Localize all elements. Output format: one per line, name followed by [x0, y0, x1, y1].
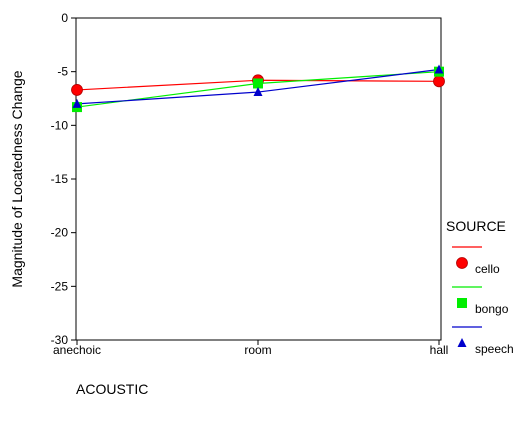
legend-label-bongo: bongo [475, 302, 509, 316]
y-tick-label: -15 [51, 172, 69, 186]
y-axis: 0 -5 -10 -15 -20 -25 -30 [51, 11, 76, 347]
y-tick-label: 0 [61, 11, 68, 25]
x-tick-label: hall [430, 343, 449, 357]
legend-title: SOURCE [446, 218, 506, 234]
y-tick-label: -10 [51, 118, 69, 132]
plot-frame [75, 17, 442, 341]
x-tick-label: room [244, 343, 271, 357]
plot-area [75, 17, 442, 341]
data-point-bongo [253, 78, 263, 89]
data-point-cello [71, 84, 83, 96]
legend-label-cello: cello [475, 262, 500, 276]
x-axis: anechoic room hall [53, 340, 448, 357]
y-axis-title: Magnitude of Locatedness Change [9, 70, 25, 287]
y-tick-label: -5 [57, 65, 68, 79]
legend-label-speech: speech [475, 342, 514, 356]
data-point-speech [434, 64, 444, 74]
legend: SOURCE cello bongo speech [446, 218, 514, 356]
data-point-speech [253, 87, 263, 97]
y-tick-label: -30 [51, 333, 69, 347]
x-tick-label: anechoic [53, 343, 101, 357]
series-markers [71, 64, 445, 113]
legend-marker-cello [456, 257, 468, 269]
x-axis-title: ACOUSTIC [76, 381, 148, 397]
y-tick-label: -25 [51, 279, 69, 293]
data-point-speech [72, 98, 82, 108]
y-tick-label: -20 [51, 226, 69, 240]
legend-marker-bongo [457, 298, 467, 308]
legend-marker-speech [457, 338, 467, 347]
data-point-cello [433, 75, 445, 88]
